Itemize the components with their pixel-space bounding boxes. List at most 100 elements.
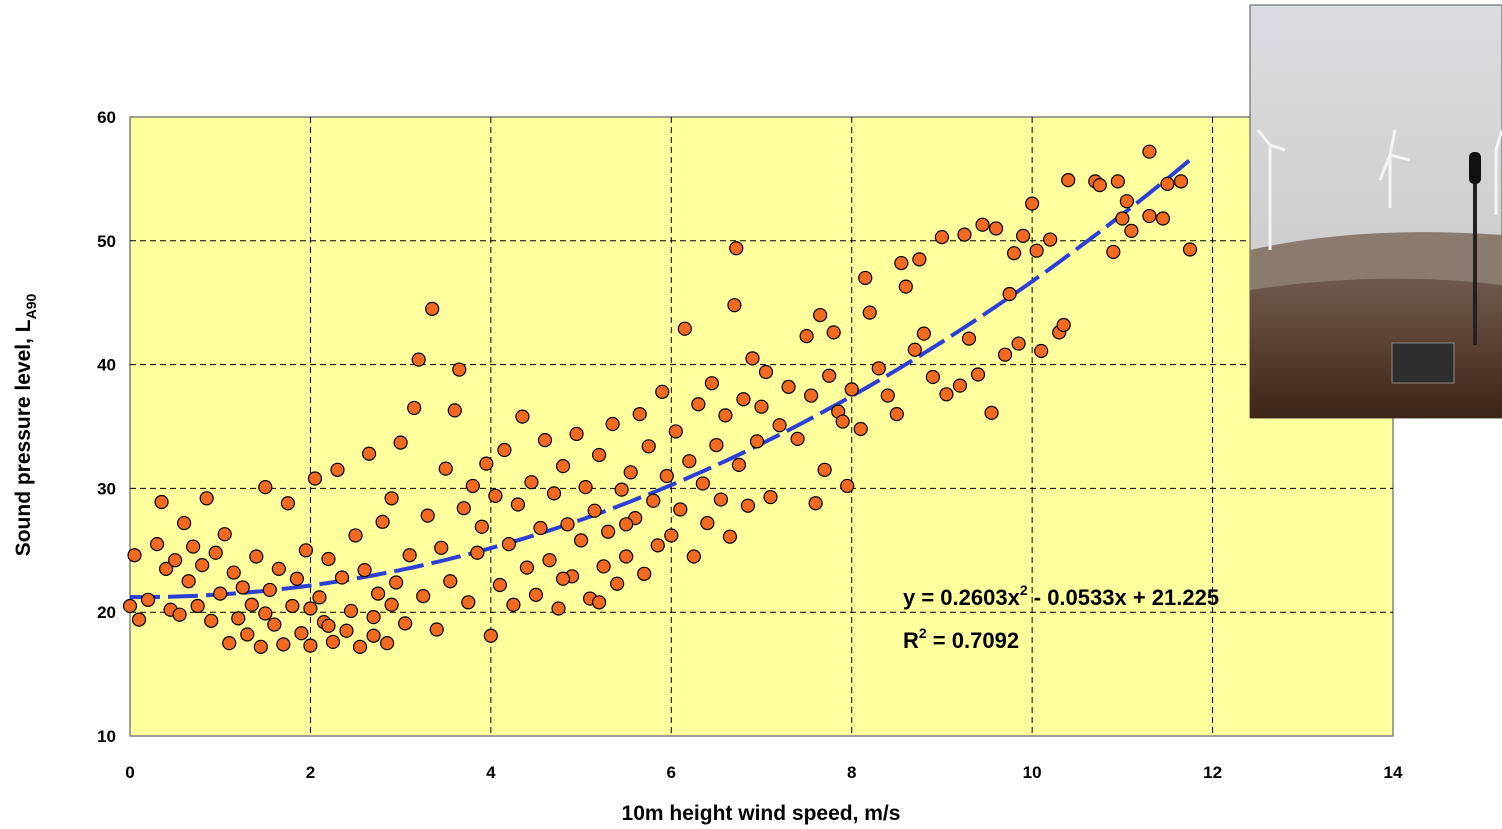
data-point [1029,243,1044,258]
data-point [1182,242,1198,257]
x-tick-label: 4 [486,763,496,782]
data-point [1011,336,1026,351]
data-point [366,610,381,625]
data-point [519,560,535,575]
data-point [822,368,837,383]
data-point [555,571,571,586]
data-point [280,496,295,511]
data-point [637,566,652,581]
data-point [258,480,273,495]
data-point [307,471,323,486]
data-point [149,537,165,552]
data-point [659,468,674,484]
data-point [772,418,787,433]
data-point [461,595,476,610]
data-point [235,580,250,595]
data-point [664,528,679,543]
data-point [398,616,413,631]
y-tick-label: 30 [97,479,116,498]
data-point [438,461,453,476]
data-point [1142,144,1157,159]
data-point [731,457,747,472]
data-point [262,582,277,598]
x-tick-label: 6 [667,763,676,782]
x-tick-label: 12 [1203,763,1222,782]
trend-line [129,158,1192,600]
data-point [393,435,408,450]
y-axis-title-subscript: A90 [23,293,39,319]
data-point [592,595,607,610]
data-point [492,577,507,593]
data-point [222,636,237,651]
data-point [122,598,138,614]
data-point [623,465,638,480]
data-point [740,498,756,513]
data-point [434,540,449,555]
data-point [429,622,444,637]
data-point [957,227,972,242]
data-point [375,514,390,529]
plot-area [129,116,1394,737]
data-point [542,553,557,568]
data-point [988,221,1004,236]
data-point [853,421,868,437]
data-point [452,362,467,377]
data-point [479,456,494,471]
data-point [605,416,620,432]
data-point [736,392,751,407]
data-point [276,637,291,652]
data-point [1006,246,1022,261]
data-point [1115,211,1130,226]
data-point [127,548,142,563]
data-point [704,376,719,391]
equation-exponent: 2 [1020,582,1028,598]
y-tick-label: 20 [97,603,116,622]
data-point [970,367,986,382]
data-point [370,586,386,601]
data-point [1016,228,1031,243]
r2-part: R [903,628,919,653]
y-axis-title: Sound pressure level, LA90 [12,293,39,556]
data-point [425,301,440,316]
data-point [411,352,426,367]
data-point [1002,286,1017,302]
data-point [790,431,805,446]
data-point [1025,196,1040,211]
data-point [1092,177,1107,193]
r-squared: R2 = 0.7092 [903,625,1019,653]
data-point [912,252,927,267]
data-point [1155,211,1171,226]
data-point [416,589,431,604]
data-point [330,462,345,477]
data-point [1160,176,1175,191]
data-point [294,626,309,641]
data-point [650,538,665,553]
data-point [226,565,241,580]
data-point [1119,194,1134,209]
equation-part: y = 0.2603x [903,585,1021,610]
data-point [312,590,327,605]
data-point [722,529,738,544]
data-point [1061,173,1076,188]
data-point [267,617,282,632]
trend-equation: y = 0.2603x2 - 0.0533x + 21.225 [903,582,1219,610]
data-point [249,549,264,564]
data-point [754,399,769,414]
data-point [244,597,259,612]
data-point [862,305,877,320]
data-point [285,598,300,614]
data-point [204,613,219,628]
data-point [389,575,404,590]
data-point [213,586,228,601]
data-point [186,539,201,554]
data-point [560,517,575,532]
data-point [199,491,214,506]
data-point [840,478,855,494]
data-point [488,488,503,503]
y-axis-title-main: Sound pressure level, L [12,319,35,556]
data-point [952,378,968,393]
data-point [546,486,562,501]
x-tick-label: 2 [306,763,315,782]
data-point [668,424,683,439]
data-point [334,570,350,585]
